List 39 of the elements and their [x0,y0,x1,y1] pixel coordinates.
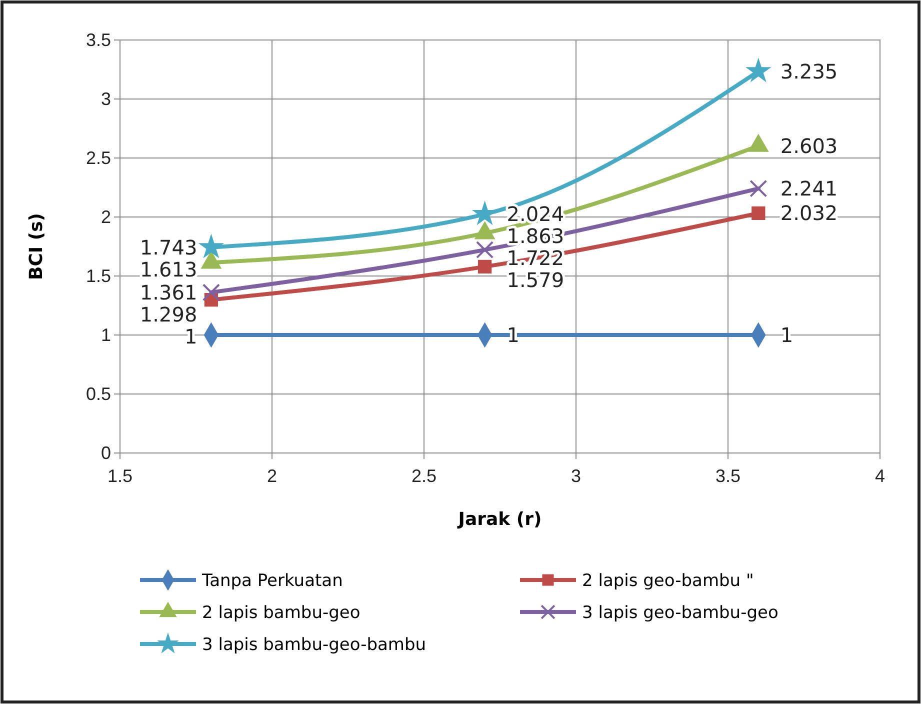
x-tick-label: 3 [570,466,582,486]
data-label: 2.032 [780,201,838,226]
y-tick-label: 3.5 [86,30,111,50]
data-label: 1.579 [506,268,564,292]
point [202,284,220,302]
x-tick-label: 2 [266,466,278,486]
legend-label: 3 lapis geo-bambu-geo [582,602,778,623]
point [199,234,224,258]
y-tick-label: 1.5 [86,266,111,286]
data-label: 1.743 [140,235,198,260]
point [752,206,766,220]
data-label: 2.603 [780,134,838,158]
data-label: 2.024 [506,202,564,226]
y-axis-title: BCI (s) [26,212,47,280]
legend-label: 2 lapis geo-bambu " [582,570,754,591]
x-tick-label: 3.5 [715,466,741,486]
data-label: 1 [780,323,794,347]
y-tick-label: 0.5 [86,384,111,404]
data-label: 2.241 [780,176,838,201]
y-tick-label: 1 [100,324,111,345]
legend-label: Tanpa Perkuatan [201,570,343,591]
x-tick-label: 2.5 [411,466,437,486]
data-label: 1 [184,324,198,348]
data-label: 3.235 [780,59,838,84]
y-tick-label: 0 [100,442,111,463]
x-axis-title: Jarak (r) [456,509,542,530]
legend-label: 3 lapis bambu-geo-bambu [202,634,426,655]
point [750,180,768,198]
point [746,58,770,82]
x-tick-label: 4 [874,466,886,486]
data-label: 1.361 [140,280,198,304]
y-tick-label: 2 [100,206,111,227]
point [476,241,494,259]
data-label: 1.298 [140,302,198,326]
y-tick-label: 3 [100,88,111,109]
y-tick-label: 2.5 [86,148,111,168]
point [478,260,492,274]
legend-label: 2 lapis bambu-geo [202,602,360,623]
data-label: 1.613 [140,257,198,282]
